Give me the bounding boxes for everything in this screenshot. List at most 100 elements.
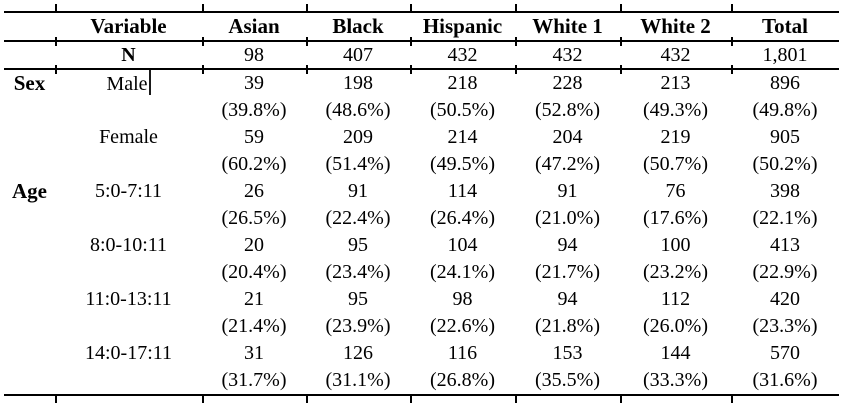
data-cell[interactable]: 95 (23.9%)	[306, 286, 410, 340]
group-label-cell[interactable]	[4, 124, 55, 178]
header-total[interactable]: Total	[762, 14, 808, 38]
header-white-2[interactable]: White 2	[640, 14, 711, 38]
cell-border-tick	[620, 396, 622, 403]
data-cell[interactable]: 570 (31.6%)	[731, 340, 839, 395]
header-white-1[interactable]: White 1	[532, 14, 603, 38]
data-cell[interactable]: 95 (23.4%)	[306, 232, 410, 286]
data-cell[interactable]: 198 (48.6%)	[306, 69, 410, 124]
variable-label: Female	[99, 126, 158, 148]
data-cell[interactable]: 76 (17.6%)	[620, 178, 731, 232]
count-value: 420	[770, 288, 800, 310]
data-cell[interactable]: 144 (33.3%)	[620, 340, 731, 395]
cell-border-tick	[515, 4, 517, 12]
data-cell[interactable]: 905 (50.2%)	[731, 124, 839, 178]
data-cell[interactable]: 213 (49.3%)	[620, 69, 731, 124]
data-cell[interactable]: 204 (47.2%)	[515, 124, 620, 178]
variable-cell[interactable]: 11:0-13:11	[55, 286, 202, 340]
data-cell[interactable]: 20 (20.4%)	[202, 232, 306, 286]
percent-value: (23.4%)	[325, 261, 391, 283]
count-value: 114	[447, 180, 478, 202]
data-cell[interactable]: 94 (21.8%)	[515, 286, 620, 340]
variable-cell[interactable]: 8:0-10:11	[55, 232, 202, 286]
data-cell[interactable]: 21 (21.4%)	[202, 286, 306, 340]
data-cell[interactable]: 100 (23.2%)	[620, 232, 731, 286]
data-cell[interactable]: 218 (50.5%)	[410, 69, 515, 124]
data-cell[interactable]: 91 (22.4%)	[306, 178, 410, 232]
percent-value: (49.8%)	[752, 99, 818, 121]
data-cell[interactable]: 39 (39.8%)	[202, 69, 306, 124]
count-value: 94	[557, 234, 578, 256]
data-cell[interactable]: 114 (26.4%)	[410, 178, 515, 232]
n-row-label-cell[interactable]: N	[55, 41, 202, 69]
percent-value: (26.0%)	[643, 315, 708, 337]
count-value: 91	[348, 180, 368, 202]
table-row-male: Sex Male 39 (39.8%) 198 (48.6%) 218 (50.5%)…	[4, 69, 839, 124]
header-corner-cell[interactable]	[4, 12, 55, 41]
data-cell[interactable]: 126 (31.1%)	[306, 340, 410, 395]
count-value: 100	[660, 234, 691, 256]
n-value-white-1[interactable]: 432	[552, 44, 583, 66]
percent-value: (23.9%)	[325, 315, 391, 337]
percent-value: (49.3%)	[643, 99, 708, 121]
group-label-cell[interactable]: Age	[4, 178, 55, 232]
count-value: 209	[343, 126, 373, 148]
count-value: 26	[244, 180, 264, 202]
count-value: 228	[552, 72, 583, 94]
text-cursor	[148, 70, 151, 95]
percent-value: (22.1%)	[752, 207, 818, 229]
cell-border-tick	[515, 37, 517, 46]
header-row: Variable Asian Black Hispanic White 1 Wh…	[4, 12, 839, 41]
variable-cell[interactable]: Female	[55, 124, 202, 178]
data-cell[interactable]: 413 (22.9%)	[731, 232, 839, 286]
header-hispanic[interactable]: Hispanic	[422, 14, 503, 38]
cell-border-tick	[202, 65, 204, 74]
group-label-cell[interactable]	[4, 340, 55, 395]
data-cell[interactable]: 59 (60.2%)	[202, 124, 306, 178]
percent-value: (50.2%)	[752, 153, 818, 175]
data-cell[interactable]: 153 (35.5%)	[515, 340, 620, 395]
n-row-label: N	[121, 44, 136, 66]
n-row-group-cell[interactable]	[4, 41, 55, 69]
percent-value: (22.9%)	[752, 261, 818, 283]
cell-border-tick	[515, 396, 517, 403]
variable-cell[interactable]: 14:0-17:11	[55, 340, 202, 395]
percent-value: (60.2%)	[221, 153, 287, 175]
table-row-age-8-10: 8:0-10:11 20 (20.4%) 95 (23.4%) 104 (24.1%)…	[4, 232, 839, 286]
variable-cell[interactable]: Male	[55, 69, 202, 124]
percent-value: (50.5%)	[430, 99, 495, 121]
data-cell[interactable]: 116 (26.8%)	[410, 340, 515, 395]
n-value-black[interactable]: 407	[343, 44, 373, 66]
header-black[interactable]: Black	[332, 14, 384, 38]
data-cell[interactable]: 26 (26.5%)	[202, 178, 306, 232]
data-cell[interactable]: 420 (23.3%)	[731, 286, 839, 340]
data-cell[interactable]: 214 (49.5%)	[410, 124, 515, 178]
n-value-hispanic[interactable]: 432	[447, 44, 478, 66]
percent-value: (47.2%)	[535, 153, 600, 175]
header-asian[interactable]: Asian	[228, 14, 280, 38]
data-cell[interactable]: 209 (51.4%)	[306, 124, 410, 178]
group-label-cell[interactable]	[4, 232, 55, 286]
data-cell[interactable]: 219 (50.7%)	[620, 124, 731, 178]
header-variable[interactable]: Variable	[90, 14, 167, 38]
data-cell[interactable]: 112 (26.0%)	[620, 286, 731, 340]
data-cell[interactable]: 896 (49.8%)	[731, 69, 839, 124]
table-row-age-5-7: Age 5:0-7:11 26 (26.5%) 91 (22.4%) 114 (26.…	[4, 178, 839, 232]
count-value: 413	[770, 234, 800, 256]
data-cell[interactable]: 31 (31.7%)	[202, 340, 306, 395]
data-cell[interactable]: 398 (22.1%)	[731, 178, 839, 232]
variable-cell[interactable]: 5:0-7:11	[55, 178, 202, 232]
data-cell[interactable]: 94 (21.7%)	[515, 232, 620, 286]
count-value: 198	[343, 72, 373, 94]
n-value-total[interactable]: 1,801	[762, 44, 808, 66]
group-label-cell[interactable]	[4, 286, 55, 340]
demographics-table: Variable Asian Black Hispanic White 1 Wh…	[4, 11, 839, 396]
data-cell[interactable]: 98 (22.6%)	[410, 286, 515, 340]
percent-value: (26.8%)	[430, 369, 495, 391]
data-cell[interactable]: 104 (24.1%)	[410, 232, 515, 286]
percent-value: (35.5%)	[535, 369, 600, 391]
n-value-white-2[interactable]: 432	[660, 44, 691, 66]
n-value-asian[interactable]: 98	[244, 44, 264, 66]
group-label-cell[interactable]: Sex	[4, 69, 55, 124]
data-cell[interactable]: 91 (21.0%)	[515, 178, 620, 232]
data-cell[interactable]: 228 (52.8%)	[515, 69, 620, 124]
